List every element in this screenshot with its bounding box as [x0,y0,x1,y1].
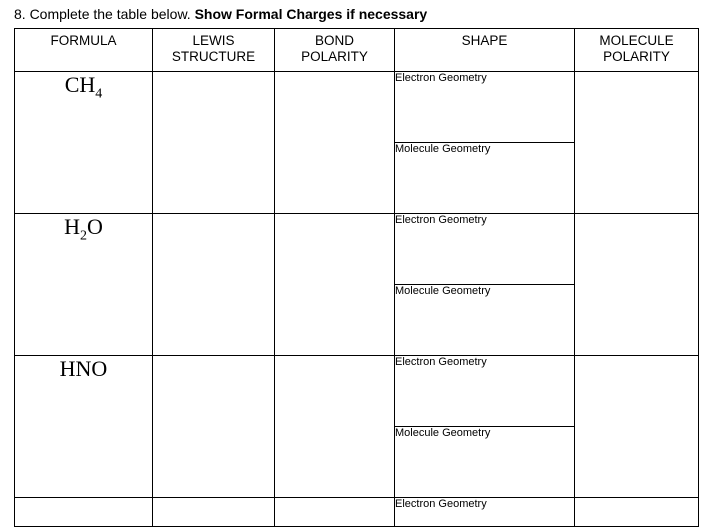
header-formula: FORMULA [15,29,153,72]
instruction-line: 8. Complete the table below. Show Formal… [14,6,708,22]
shape-molecule-cell: Molecule Geometry [395,285,575,356]
header-lewis-line2: STRUCTURE [172,49,255,64]
bond-polarity-cell [275,498,395,527]
shape-electron-cell: Electron Geometry [395,72,575,143]
formula-cell [15,498,153,527]
lewis-cell [153,498,275,527]
bond-polarity-cell [275,72,395,214]
molecule-polarity-cell [575,72,699,214]
worksheet-page: 8. Complete the table below. Show Formal… [0,0,718,515]
formula-cell: H2O [15,214,153,356]
header-bond-line1: BOND [315,33,354,48]
bond-polarity-cell [275,356,395,498]
instruction-bold: Show Formal Charges if necessary [195,6,428,22]
header-lewis-line1: LEWIS [192,33,234,48]
shape-electron-cell: Electron Geometry [395,214,575,285]
molecule-polarity-cell [575,356,699,498]
molecule-polarity-cell [575,214,699,356]
table-row: HNO Electron Geometry [15,356,699,427]
instruction-prefix: 8. Complete the table below. [14,6,195,22]
table-row: Electron Geometry [15,498,699,527]
table-row: CH4 Electron Geometry [15,72,699,143]
lewis-cell [153,214,275,356]
shape-electron-cell: Electron Geometry [395,356,575,427]
bond-polarity-cell [275,214,395,356]
header-molecule-line1: MOLECULE [599,33,673,48]
header-molecule-line2: POLARITY [603,49,670,64]
header-bond: BOND POLARITY [275,29,395,72]
table-header-row: FORMULA LEWIS STRUCTURE BOND POLARITY SH… [15,29,699,72]
lewis-cell [153,356,275,498]
table-row: H2O Electron Geometry [15,214,699,285]
shape-molecule-cell: Molecule Geometry [395,143,575,214]
header-bond-line2: POLARITY [301,49,368,64]
header-molecule: MOLECULE POLARITY [575,29,699,72]
molecule-polarity-cell [575,498,699,527]
formula-cell: CH4 [15,72,153,214]
header-lewis: LEWIS STRUCTURE [153,29,275,72]
worksheet-table: FORMULA LEWIS STRUCTURE BOND POLARITY SH… [14,28,699,527]
lewis-cell [153,72,275,214]
shape-molecule-cell: Molecule Geometry [395,427,575,498]
header-shape: SHAPE [395,29,575,72]
shape-electron-cell: Electron Geometry [395,498,575,527]
formula-cell: HNO [15,356,153,498]
